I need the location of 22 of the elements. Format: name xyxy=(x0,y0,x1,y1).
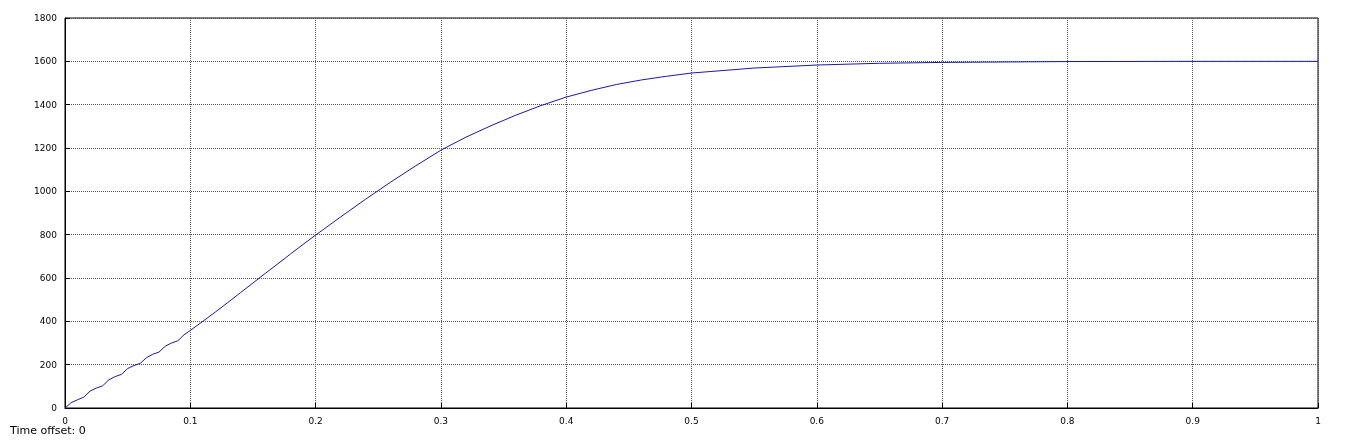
x-tick-label: 0.6 xyxy=(809,415,825,426)
y-tick-label: 1400 xyxy=(34,99,58,110)
x-tick-label: 0 xyxy=(62,415,69,426)
y-tick-label: 1200 xyxy=(34,143,58,153)
y-tick-label: 1600 xyxy=(34,56,58,67)
x-tick-label: 0.2 xyxy=(308,415,323,426)
y-tick-label: 800 xyxy=(39,229,58,240)
y-tick-label: 1800 xyxy=(34,13,58,23)
y-tick-label: 400 xyxy=(39,316,58,327)
x-tick-label: 0.5 xyxy=(684,415,699,426)
x-tick-label: 1 xyxy=(1315,415,1321,426)
x-tick-label: 0.8 xyxy=(1060,415,1075,426)
x-tick-label: 0.9 xyxy=(1185,415,1201,426)
x-tick-label: 0.3 xyxy=(433,415,449,426)
x-tick-label: 0.1 xyxy=(183,415,198,426)
text: Time offset: 0 xyxy=(10,424,86,437)
x-tick-label: 0.4 xyxy=(559,415,574,426)
y-tick-label: 1000 xyxy=(34,186,58,197)
y-tick-label: 600 xyxy=(39,273,58,283)
y-tick-label: 0 xyxy=(51,403,58,413)
y-tick-label: 200 xyxy=(39,359,58,370)
x-tick-label: 0.7 xyxy=(934,415,950,426)
